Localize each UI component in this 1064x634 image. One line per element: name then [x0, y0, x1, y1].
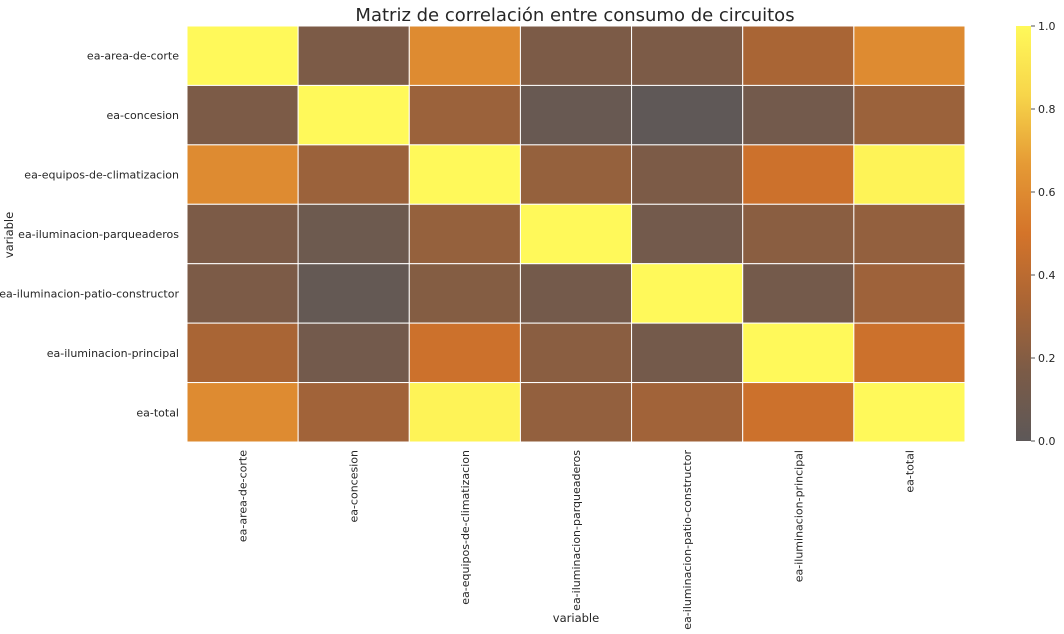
heatmap-cell — [519, 263, 633, 324]
heatmap-cell — [631, 382, 744, 443]
heatmap-cell — [631, 203, 744, 265]
heatmap-cell — [519, 84, 633, 146]
x-tick-label: ea-iluminacion-patio-constructor — [681, 450, 694, 630]
colorbar-tick-label: 0.8 — [1038, 103, 1056, 116]
x-tick-label: ea-area-de-corte — [237, 450, 250, 542]
heatmap-cell — [186, 203, 299, 265]
heatmap-cell — [408, 84, 521, 146]
heatmap-cell — [742, 322, 855, 384]
chart-title: Matriz de correlación entre consumo de c… — [355, 5, 794, 26]
heatmap-cell — [408, 382, 521, 443]
colorbar-tick-label: 1.0 — [1038, 20, 1056, 33]
x-tick-labels: ea-area-de-corte ea-concesion ea-equipos-d… — [237, 450, 917, 630]
heatmap-cell — [853, 322, 966, 384]
heatmap-cell — [742, 84, 855, 146]
colorbar-gradient — [1016, 26, 1031, 441]
heatmap-cell — [631, 144, 744, 205]
y-tick-label: ea-equipos-de-climatizacion — [24, 169, 179, 182]
colorbar-tick-label: 0.6 — [1038, 186, 1056, 199]
heatmap-cell — [297, 382, 410, 443]
y-axis-label: variable — [2, 212, 16, 258]
heatmap-cell — [742, 25, 855, 86]
y-tick-label: ea-iluminacion-principal — [47, 347, 179, 360]
heatmap-cell — [519, 144, 633, 205]
y-tick-label: ea-iluminacion-parqueaderos — [18, 228, 179, 241]
colorbar-tick-label: 0.0 — [1038, 435, 1056, 448]
heatmap-cell — [297, 203, 410, 265]
heatmap-cell — [408, 25, 521, 86]
heatmap-cell — [297, 322, 410, 384]
colorbar-tick-label: 0.2 — [1038, 352, 1056, 365]
heatmap-cell — [519, 25, 633, 86]
heatmap-cell — [631, 84, 744, 146]
heatmap-cell — [519, 382, 633, 443]
y-tick-label: ea-total — [136, 406, 179, 419]
heatmap-cell — [408, 322, 521, 384]
heatmap-cell — [408, 263, 521, 324]
heatmap-cell — [631, 263, 744, 324]
y-tick-label: ea-concesion — [106, 109, 179, 122]
y-tick-label: ea-iluminacion-patio-constructor — [0, 287, 179, 300]
heatmap-cell — [186, 322, 299, 384]
x-tick-label: ea-concesion — [348, 450, 361, 523]
heatmap-cell — [186, 144, 299, 205]
heatmap-cell — [297, 84, 410, 146]
heatmap-cell — [408, 144, 521, 205]
heatmap-cell — [297, 25, 410, 86]
heatmap-cell — [742, 263, 855, 324]
heatmap-cell — [853, 84, 966, 146]
heatmap-cell — [297, 144, 410, 205]
heatmap-cell — [186, 84, 299, 146]
x-tick-label: ea-iluminacion-principal — [792, 450, 805, 582]
heatmap-cell — [631, 25, 744, 86]
y-tick-label: ea-area-de-corte — [87, 50, 179, 63]
heatmap-cell — [853, 144, 966, 205]
heatmap-cell — [853, 203, 966, 265]
heatmap-cell — [742, 382, 855, 443]
x-tick-label: ea-equipos-de-climatizacion — [459, 450, 472, 605]
y-tick-labels: ea-area-de-corte ea-concesion ea-equipos-d… — [0, 50, 179, 420]
heatmap-cell — [853, 263, 966, 324]
heatmap-cell — [408, 203, 521, 265]
x-tick-label: ea-total — [903, 450, 916, 493]
heatmap-cell — [742, 203, 855, 265]
heatmap-cells — [186, 25, 966, 443]
heatmap-cell — [519, 203, 633, 265]
heatmap-cell — [853, 382, 966, 443]
heatmap-cell — [186, 25, 299, 86]
heatmap-cell — [742, 144, 855, 205]
x-tick-label: ea-iluminacion-parqueaderos — [570, 450, 583, 611]
heatmap-cell — [519, 322, 633, 384]
heatmap-cell — [853, 25, 966, 86]
colorbar: 0.0 0.2 0.4 0.6 0.8 1.0 — [1016, 20, 1056, 448]
heatmap-cell — [186, 263, 299, 324]
heatmap-cell — [297, 263, 410, 324]
heatmap-cell — [186, 382, 299, 443]
heatmap-cell — [631, 322, 744, 384]
colorbar-tick-label: 0.4 — [1038, 269, 1056, 282]
x-axis-label: variable — [553, 611, 599, 625]
